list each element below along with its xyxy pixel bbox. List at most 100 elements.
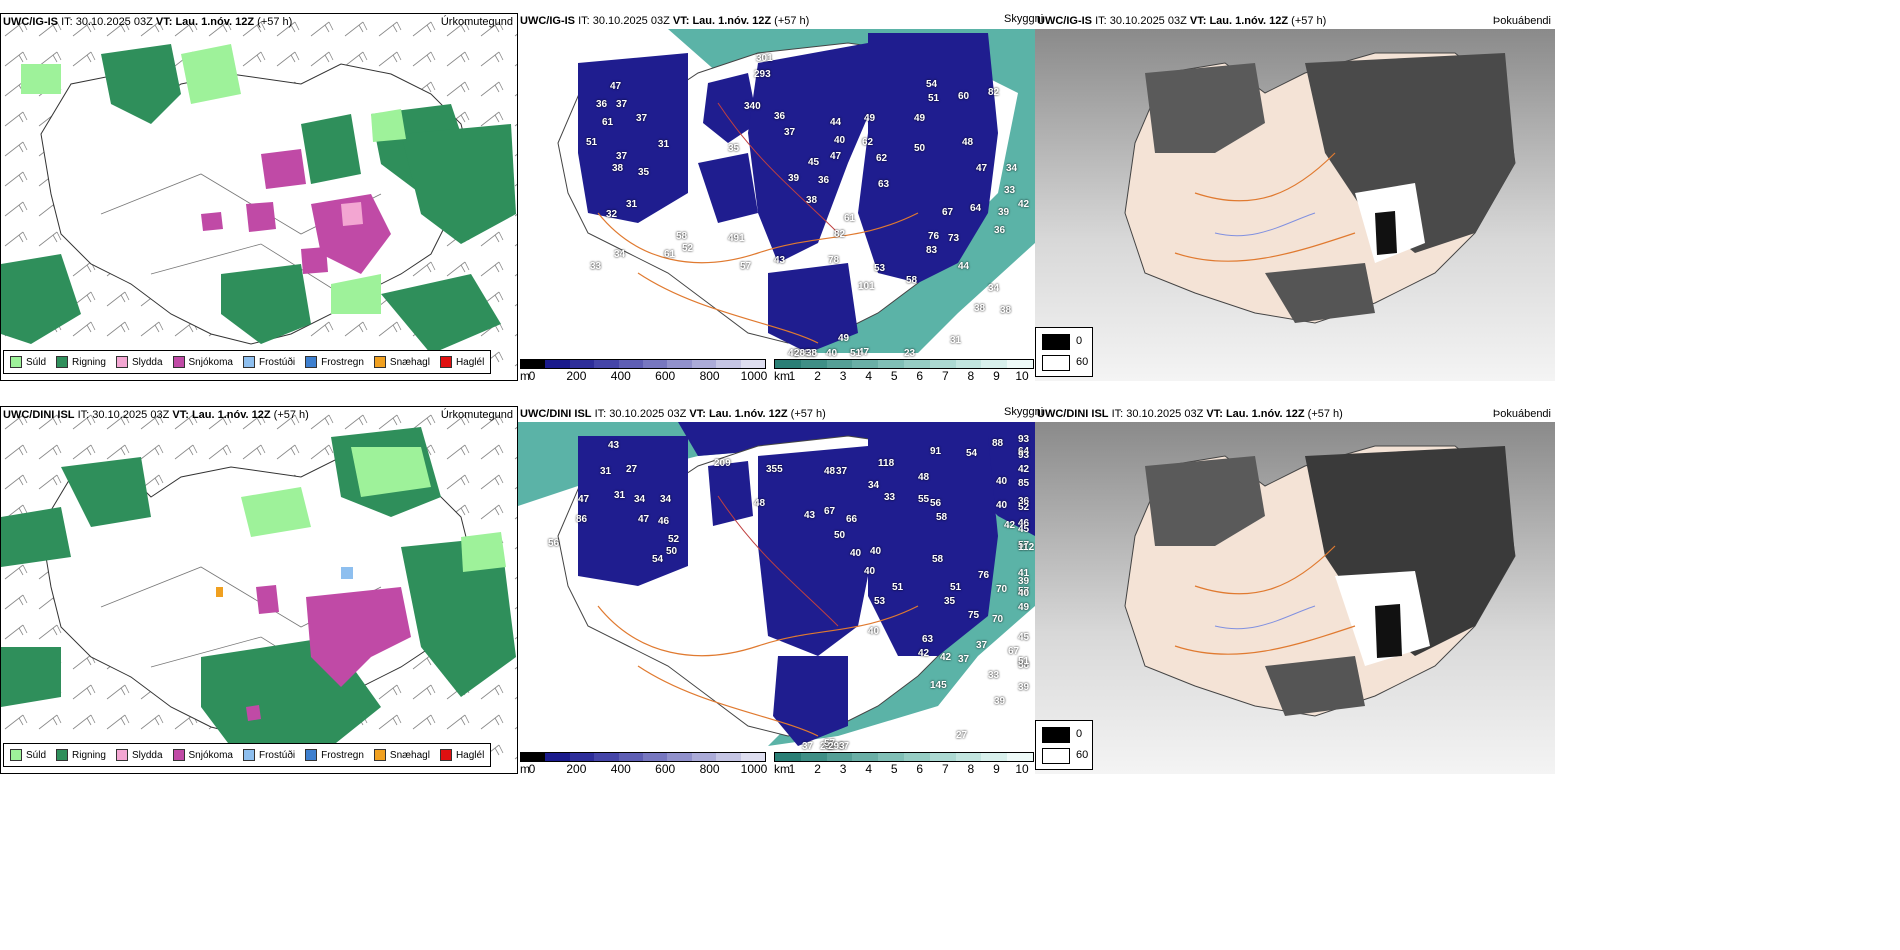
cloud-base-label: 37	[616, 151, 628, 162]
colorbar-tick-label: 200	[566, 762, 587, 774]
colorbar-segment	[618, 753, 644, 761]
visibility-map-dini: UWC/DINI ISL IT: 30.10.2025 03Z VT: Lau.…	[518, 406, 1035, 774]
cloud-base-label: 55	[918, 494, 930, 505]
colorbar-tick-label: 9	[993, 369, 1000, 381]
cloud-base-label: 82	[834, 229, 846, 240]
legend-swatch	[56, 356, 69, 368]
cloud-base-label: 40	[996, 476, 1008, 487]
legend-label: Snæhagl	[389, 749, 430, 761]
cloud-base-label: 42	[1018, 199, 1030, 210]
colorbar-segment	[800, 360, 827, 368]
cloud-base-label: 61	[664, 249, 676, 260]
legend-label: Rigning	[72, 356, 106, 368]
colorbar-tick-label: 4	[865, 369, 872, 381]
legend-label: Snjókoma	[188, 749, 233, 761]
cloud-base-label: 112	[1018, 542, 1035, 553]
colorbar-segment	[1007, 360, 1033, 368]
cloud-base-label: 60	[958, 91, 970, 102]
panel-title: Úrkomutegund	[440, 16, 513, 28]
cloud-base-label: 53	[874, 263, 886, 274]
colorbar-segment	[691, 360, 717, 368]
cloud-base-label: 49	[864, 113, 876, 124]
cloud-base-label: 43	[804, 510, 816, 521]
precip-legend-item: Slydda	[115, 356, 163, 368]
cloud-base-label: 35	[638, 167, 650, 178]
cloud-base-label: 57	[1018, 540, 1030, 551]
cloud-base-label: 50	[914, 143, 926, 154]
cloud-base-label: 42	[824, 741, 836, 752]
precip-legend-item: Rigning	[56, 356, 106, 368]
cloud-base-label: 51	[850, 348, 862, 359]
legend-label: Haglél	[455, 356, 485, 368]
cloud-base-label: 38	[806, 348, 818, 359]
colorbar-segment	[643, 753, 668, 761]
cloud-base-label: 49	[1018, 602, 1030, 613]
cloud-base-label: 62	[862, 137, 874, 148]
cloud-base-label: 91	[930, 446, 942, 457]
colorbar-tick-label: 5	[890, 762, 898, 774]
cloud-base-label: 34	[1006, 163, 1018, 174]
cloud-height-colorbar: m 0 200 400 600 800 1000	[520, 752, 767, 774]
visibility-map-igis: UWC/IG-IS IT: 30.10.2025 03Z VT: Lau. 1.…	[518, 13, 1035, 381]
panel-header: UWC/DINI ISL IT: 30.10.2025 03Z VT: Lau.…	[1037, 408, 1343, 420]
legend-label: Slydda	[131, 749, 163, 761]
cloud-base-label: 40	[864, 566, 876, 577]
visibility-colorbar: km 1 2 3 4 5 6 7 8 9 10	[774, 752, 1034, 774]
colorbar-tick-label: 1000	[740, 369, 768, 381]
legend-swatch	[439, 749, 452, 761]
low-cloud-areas	[578, 436, 998, 746]
cloud-base-label: 37	[836, 466, 848, 477]
cloud-base-label: 33	[590, 261, 602, 272]
legend-swatch	[10, 356, 22, 368]
cloud-base-label: 31	[600, 466, 612, 477]
low-cloud-areas	[578, 33, 998, 353]
legend-label: Súld	[26, 749, 47, 761]
cloud-base-label: 355	[766, 464, 783, 475]
cloud-base-label: 36	[994, 225, 1006, 236]
colorbar-segment	[594, 753, 619, 761]
legend-label: Súld	[26, 356, 47, 368]
legend-label: Snæhagl	[389, 356, 430, 368]
cloud-base-label: 58	[676, 231, 688, 242]
colorbar-segment	[521, 360, 546, 368]
colorbar-tick-label: 0	[528, 369, 536, 381]
cloud-base-label: 293	[828, 741, 845, 752]
cloud-base-label: 49	[914, 113, 926, 124]
drizzle-areas	[21, 44, 406, 314]
cloud-base-label: 37	[802, 741, 814, 752]
colorbar-segment	[569, 753, 595, 761]
panel-header: UWC/IG-IS IT: 30.10.2025 03Z VT: Lau. 1.…	[3, 16, 293, 28]
cloud-base-label: 40	[826, 348, 838, 359]
precip-legend-item: Rigning	[56, 749, 106, 761]
colorbar-tick-label: 400	[610, 762, 631, 774]
legend-swatch	[10, 749, 22, 761]
cloud-base-label: 33	[884, 492, 896, 503]
panel-title: Þokuábendi	[1492, 408, 1551, 420]
cloud-base-label: 28	[794, 348, 806, 359]
visibility-map-svg	[518, 406, 1035, 774]
cloud-base-label: 34	[634, 494, 646, 505]
cloud-base-label: 340	[744, 101, 761, 112]
cloud-base-label: 48	[754, 498, 766, 509]
cloud-base-label: 36	[596, 99, 608, 110]
snow-areas	[246, 585, 411, 721]
colorbar-segment	[852, 753, 879, 761]
cloud-base-label: 36	[818, 175, 830, 186]
panel-header: UWC/IG-IS IT: 30.10.2025 03Z VT: Lau. 1.…	[520, 15, 810, 27]
precip-legend-item: Frostúði	[242, 356, 295, 368]
cloud-base-label: 37	[616, 99, 628, 110]
legend-label: Frostregn	[321, 356, 364, 368]
colorbar-tick-label: 3	[839, 369, 847, 381]
colorbar-segment	[545, 753, 570, 761]
cloud-base-label: 40	[850, 548, 862, 559]
cloud-base-label: 47	[830, 151, 842, 162]
colorbar-tick-label: 1	[788, 762, 796, 774]
cloud-base-label: 40	[870, 546, 882, 557]
colorbar-segment	[667, 360, 692, 368]
cloud-base-label: 61	[804, 348, 816, 359]
colorbar-tick-label: 3	[839, 762, 847, 774]
colorbar-segment	[521, 753, 546, 761]
cloud-base-label: 37	[784, 127, 796, 138]
colorbar-segment	[903, 360, 930, 368]
cloud-base-label: 31	[658, 139, 670, 150]
